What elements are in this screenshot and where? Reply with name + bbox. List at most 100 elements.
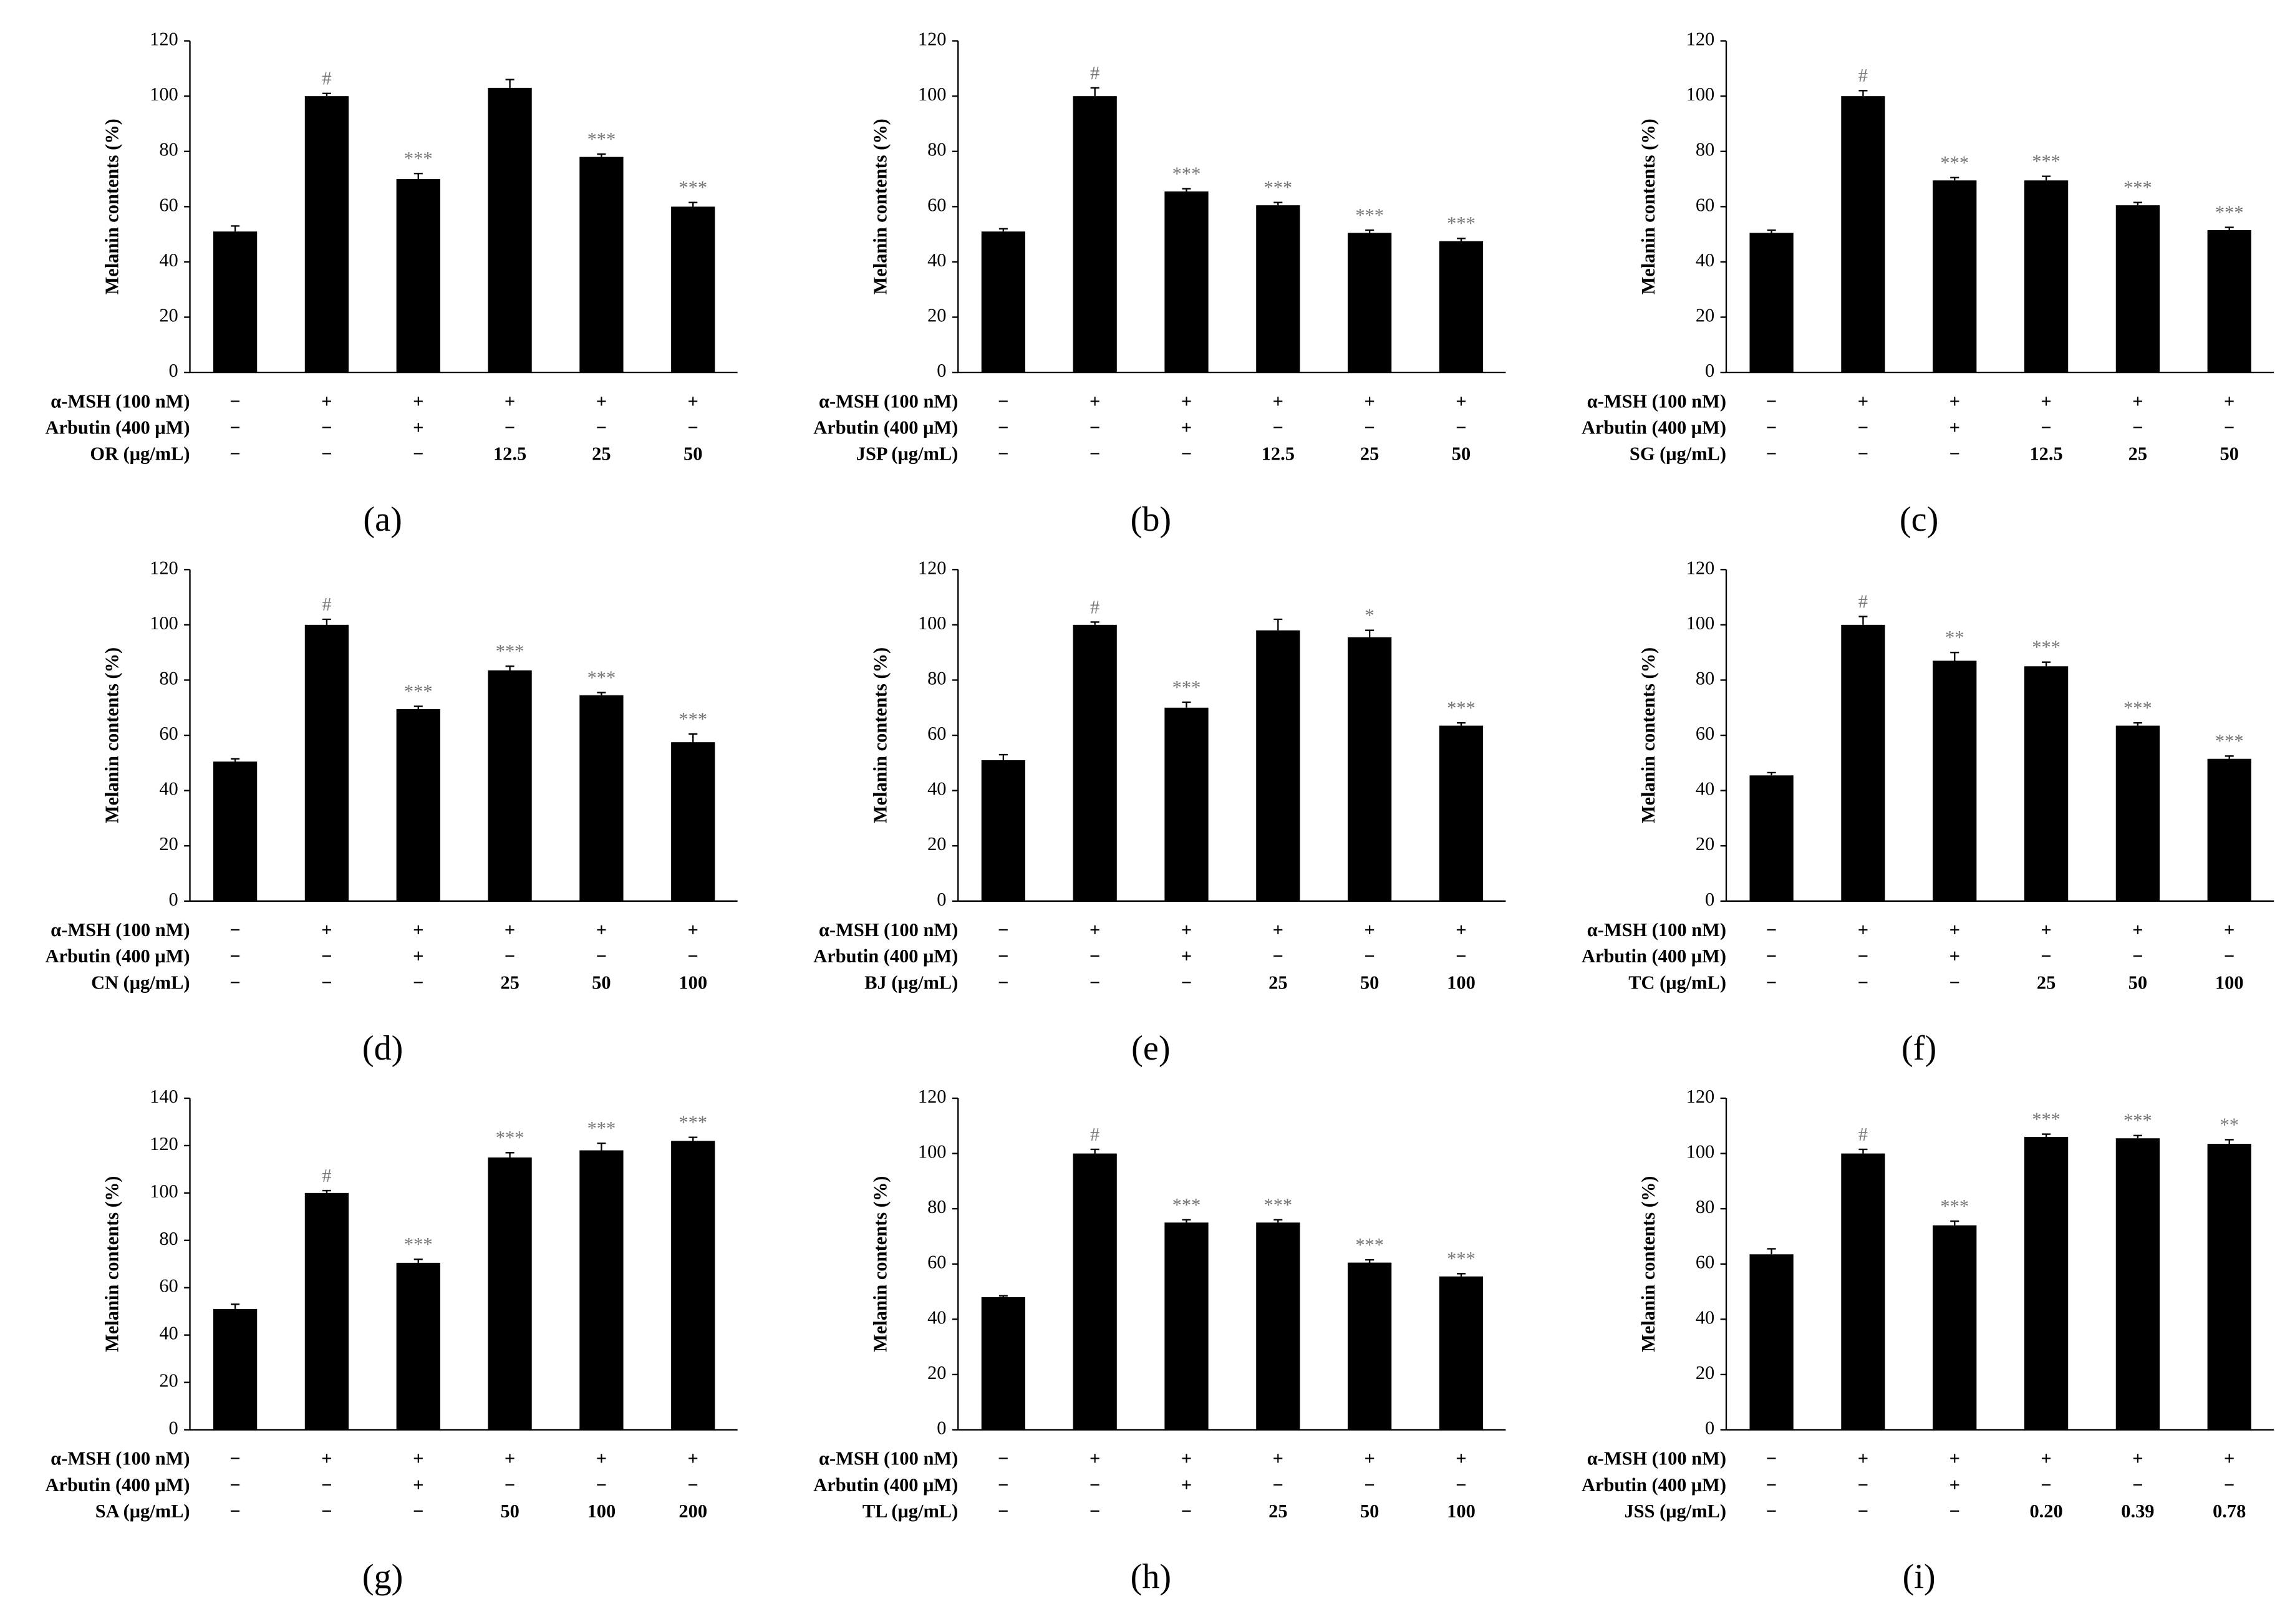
condition-cell: + <box>2224 1448 2234 1469</box>
error-bar <box>2133 1134 2142 1139</box>
condition-cell: − <box>321 1474 332 1496</box>
bar <box>2115 725 2160 901</box>
y-tick-label: 0 <box>169 1418 178 1439</box>
condition-cell: 12.5 <box>493 443 526 465</box>
condition-cell: − <box>1766 390 1777 412</box>
error-bar <box>688 201 698 207</box>
y-tick-label: 40 <box>927 778 946 800</box>
condition-cell: − <box>2224 1474 2234 1496</box>
y-tick-label: 60 <box>1696 1252 1714 1273</box>
error-bar <box>1456 238 1466 241</box>
condition-cell: + <box>1858 919 1868 940</box>
condition-cell: + <box>413 390 423 412</box>
condition-cell: + <box>1273 919 1283 940</box>
significance-label: # <box>1090 62 1099 84</box>
condition-cell: 50 <box>1452 443 1471 465</box>
bar <box>981 760 1025 901</box>
error-bar <box>2225 1139 2234 1144</box>
bar <box>2207 758 2251 901</box>
bar <box>396 179 440 373</box>
bar <box>671 742 715 901</box>
error-bar <box>2225 226 2234 231</box>
condition-cell: − <box>1949 1501 1960 1522</box>
condition-cell: + <box>321 390 332 412</box>
condition-label: Arbutin (400 μM) <box>813 1474 958 1496</box>
error-bar <box>1273 1219 1283 1223</box>
significance-label: *** <box>587 128 616 150</box>
condition-cell: + <box>505 390 515 412</box>
condition-cell: + <box>1858 1448 1868 1469</box>
bar <box>1073 624 1117 901</box>
bar <box>213 1308 258 1430</box>
y-tick-label: 120 <box>1686 29 1715 50</box>
error-bar <box>688 733 698 743</box>
y-tick-label: 120 <box>150 557 178 578</box>
condition-cell: + <box>1456 919 1466 940</box>
condition-label: Arbutin (400 μM) <box>1582 1474 1726 1496</box>
condition-cell: + <box>1181 390 1192 412</box>
error-bar <box>322 1189 331 1193</box>
condition-cell: 25 <box>500 972 519 993</box>
y-axis-label: Melanin contents (%) <box>1638 1176 1659 1352</box>
y-tick-label: 120 <box>150 29 178 50</box>
significance-label: *** <box>2123 1110 2152 1131</box>
condition-cell: + <box>596 919 607 940</box>
condition-label: SA (μg/mL) <box>95 1501 190 1522</box>
significance-label: *** <box>679 177 707 198</box>
error-bar <box>413 1258 423 1263</box>
condition-cell: + <box>596 390 607 412</box>
condition-cell: − <box>1949 972 1960 993</box>
error-bar <box>1858 616 1868 625</box>
condition-cell: 25 <box>1360 443 1379 465</box>
condition-cell: 50 <box>1360 1501 1379 1522</box>
bar <box>579 157 624 373</box>
condition-cell: 25 <box>2128 443 2147 465</box>
y-tick-label: 40 <box>159 1323 178 1344</box>
significance-label: *** <box>2123 177 2152 198</box>
y-tick-label: 0 <box>937 889 946 910</box>
condition-cell: − <box>998 417 1008 438</box>
bar <box>1933 1225 1977 1430</box>
bar <box>1073 1153 1117 1430</box>
condition-cell: − <box>2132 1474 2143 1496</box>
condition-cell: − <box>321 945 332 967</box>
condition-cell: + <box>2132 919 2143 940</box>
significance-label: # <box>1090 596 1099 617</box>
condition-cell: + <box>505 1448 515 1469</box>
condition-cell: − <box>1364 417 1374 438</box>
condition-cell: − <box>998 1448 1008 1469</box>
condition-cell: − <box>998 945 1008 967</box>
y-tick-label: 100 <box>1686 84 1715 105</box>
bar <box>1841 624 1885 901</box>
condition-cell: − <box>998 1501 1008 1522</box>
y-tick-label: 20 <box>159 305 178 326</box>
bar <box>1348 637 1392 901</box>
condition-label: TL (μg/mL) <box>862 1501 958 1522</box>
condition-cell: − <box>1456 1474 1466 1496</box>
condition-cell: − <box>1766 945 1777 967</box>
condition-cell: − <box>1766 417 1777 438</box>
significance-label: *** <box>1940 152 1969 173</box>
significance-label: *** <box>1447 213 1476 234</box>
error-bar <box>1767 229 1776 233</box>
y-tick-label: 40 <box>1696 778 1714 800</box>
y-tick-label: 100 <box>150 1181 178 1202</box>
condition-cell: − <box>2132 945 2143 967</box>
condition-cell: − <box>1766 1474 1777 1496</box>
condition-label: α-MSH (100 nM) <box>51 390 190 412</box>
y-tick-label: 20 <box>1696 305 1714 326</box>
condition-cell: − <box>1181 1501 1192 1522</box>
condition-cell: − <box>321 1501 332 1522</box>
condition-cell: + <box>2041 390 2051 412</box>
condition-cell: + <box>1181 1474 1192 1496</box>
y-tick-label: 100 <box>1686 1141 1715 1162</box>
condition-cell: − <box>998 443 1008 465</box>
bar <box>1164 1222 1209 1430</box>
significance-label: # <box>1858 65 1868 86</box>
y-tick-label: 40 <box>159 249 178 271</box>
bar <box>981 231 1025 373</box>
y-axis-label: Melanin contents (%) <box>102 1176 123 1352</box>
condition-cell: 100 <box>1447 972 1476 993</box>
error-bar <box>1456 722 1466 726</box>
condition-cell: − <box>2041 417 2051 438</box>
